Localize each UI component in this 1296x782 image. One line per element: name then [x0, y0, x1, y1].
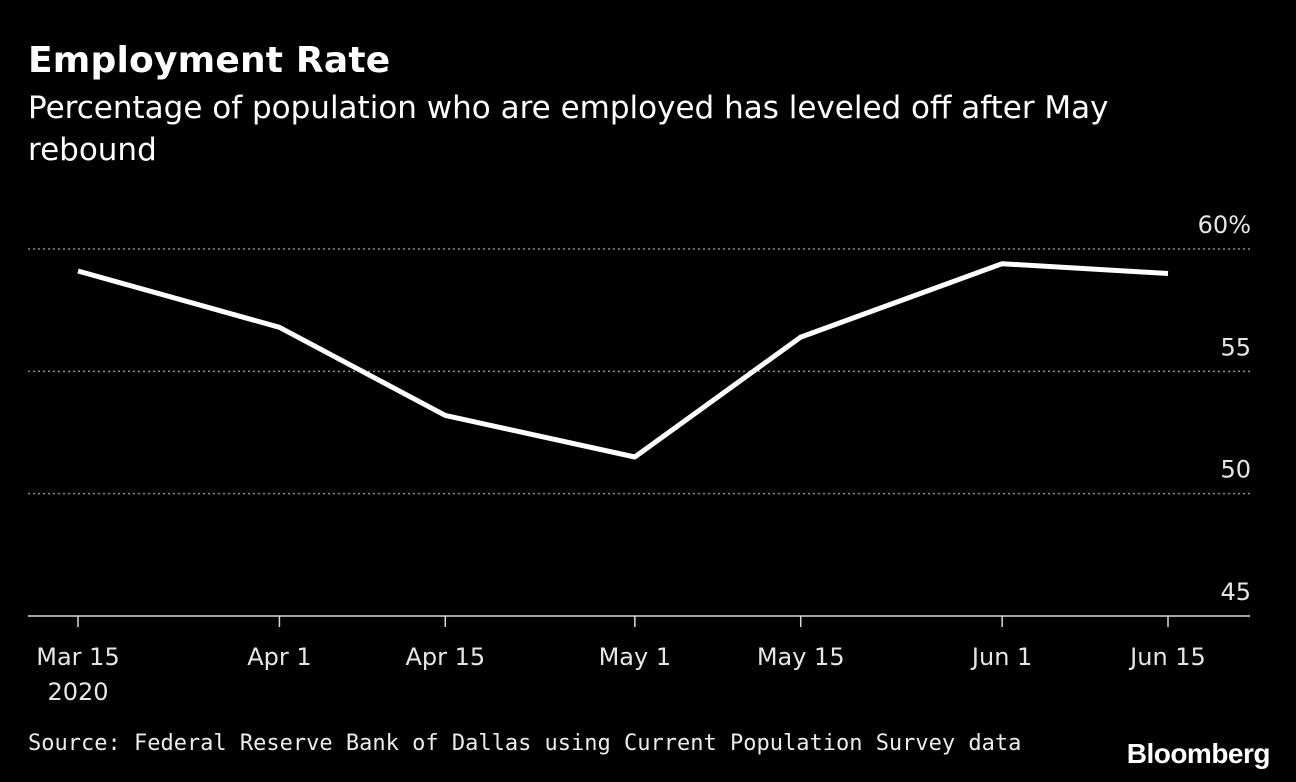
- x-tick-label: May 1: [599, 643, 672, 671]
- y-tick-label: 50: [1220, 456, 1251, 484]
- x-axis: [28, 615, 1250, 627]
- bloomberg-logo: Bloomberg: [1126, 738, 1271, 769]
- series-line: [77, 261, 1169, 460]
- x-tick-label: Jun 15: [1128, 643, 1206, 671]
- x-tick-year-label: 2020: [47, 678, 108, 706]
- x-tick-label: Mar 15: [36, 643, 119, 671]
- series-lines: [77, 261, 1169, 460]
- y-tick-label: 60%: [1198, 211, 1251, 239]
- y-tick-label: 55: [1220, 333, 1251, 361]
- chart-subtitle: Percentage of population who are employe…: [28, 90, 1109, 168]
- x-tick-label: Apr 1: [247, 643, 311, 671]
- gridlines: [28, 248, 1250, 495]
- source-note: Source: Federal Reserve Bank of Dallas u…: [28, 731, 1022, 756]
- chart-title: Employment Rate: [28, 40, 391, 81]
- y-tick-label: 45: [1220, 578, 1251, 606]
- y-tick-labels: 45 50 55 60%: [1198, 211, 1251, 606]
- x-tick-label: Apr 15: [405, 643, 485, 671]
- x-tick-label: Jun 1: [970, 643, 1032, 671]
- x-tick-labels: Mar 15 Apr 1 Apr 15 May 1 May 15 Jun 1 Jun 15 2…: [36, 643, 1206, 706]
- x-tick-label: May 15: [757, 643, 845, 671]
